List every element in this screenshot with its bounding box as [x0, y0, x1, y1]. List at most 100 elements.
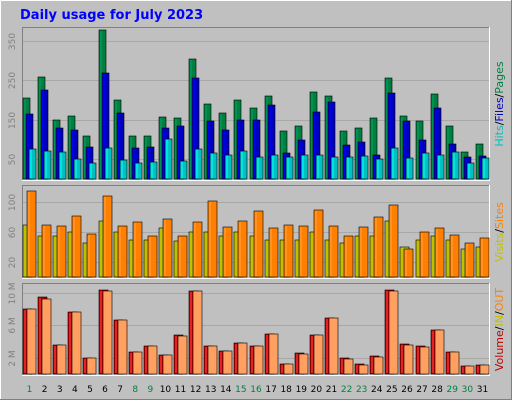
bar-hits-day-29	[451, 151, 460, 180]
bar-hits-day-24	[375, 158, 384, 180]
bar-out-day-17	[268, 333, 279, 375]
bar-highlight	[269, 106, 271, 178]
bar-hits-day-26	[405, 157, 414, 180]
bar-highlight	[205, 105, 207, 178]
bar-highlight	[417, 347, 419, 373]
bar-highlight	[100, 31, 102, 178]
bar-sites-day-21	[328, 225, 339, 278]
bar-highlight	[311, 336, 313, 373]
bar-highlight	[119, 321, 121, 373]
bar-highlight	[75, 160, 77, 178]
bar-highlight	[371, 357, 373, 373]
bar-highlight	[43, 226, 45, 276]
bar-out-day-13	[207, 345, 218, 375]
bar-highlight	[451, 353, 453, 373]
bar-highlight	[145, 137, 147, 178]
day-label-31: 31	[477, 385, 488, 395]
bar-highlight	[438, 156, 440, 178]
legend-item: Hits	[493, 125, 506, 147]
bar-highlight	[251, 237, 253, 276]
bar-hits-day-31	[481, 157, 490, 180]
bar-highlight	[375, 358, 377, 373]
bar-highlight	[341, 244, 343, 276]
bar-highlight	[311, 93, 313, 178]
day-label-28: 28	[431, 385, 443, 395]
bar-highlight	[404, 122, 406, 178]
legend-item: OUT	[493, 288, 506, 312]
bar-hits-day-9	[149, 161, 158, 180]
bar-highlight	[235, 233, 237, 276]
bar-highlight	[417, 122, 419, 178]
bar-sites-day-29	[449, 234, 460, 278]
bar-highlight	[84, 359, 86, 373]
bar-highlight	[315, 211, 317, 276]
bar-highlight	[224, 352, 226, 373]
day-label-16: 16	[250, 385, 262, 395]
bar-hits-day-14	[224, 154, 233, 180]
bar-highlight	[130, 353, 132, 373]
bar-highlight	[151, 163, 153, 178]
bar-hits-day-16	[255, 156, 264, 180]
day-label-14: 14	[220, 385, 232, 395]
bar-sites-day-7	[117, 225, 128, 278]
bar-highlight	[28, 192, 30, 276]
bar-hits-day-10	[164, 138, 173, 180]
bar-highlight	[149, 347, 151, 373]
y-tick-label: 50	[8, 154, 18, 166]
y-tick-label: 20	[8, 257, 18, 269]
panel-visits-sites: 20 60 100 Visits/Sites	[8, 185, 506, 279]
y-tick-label: 350	[8, 33, 18, 50]
bar-highlight	[386, 79, 388, 178]
bar-hits-day-25	[390, 147, 399, 180]
legend-item: Pages	[493, 61, 506, 94]
bar-highlight	[160, 229, 162, 276]
bar-highlight	[160, 356, 162, 373]
bar-sites-day-2	[41, 224, 52, 278]
day-label-6: 6	[102, 385, 108, 395]
bar-hits-day-8	[134, 162, 143, 180]
day-label-18: 18	[280, 385, 292, 395]
bar-highlight	[377, 160, 379, 178]
bar-highlight	[270, 229, 272, 276]
bar-out-day-23	[358, 364, 369, 375]
bar-highlight	[251, 347, 253, 373]
bar-highlight	[423, 154, 425, 178]
day-label-19: 19	[296, 385, 308, 395]
bar-highlight	[300, 227, 302, 276]
bar-highlight	[238, 121, 240, 178]
bar-highlight	[24, 99, 26, 178]
bar-highlight	[375, 218, 377, 276]
bar-highlight	[255, 347, 257, 373]
bar-highlight	[447, 127, 449, 178]
bar-highlight	[315, 336, 317, 373]
legend-visits-sites: Visits/Sites	[493, 202, 506, 262]
bar-sites-day-26	[403, 248, 414, 278]
bar-highlight	[390, 292, 392, 373]
day-label-15: 15	[235, 385, 246, 395]
bar-highlight	[163, 129, 165, 178]
bar-highlight	[407, 159, 409, 178]
bar-hits-day-15	[239, 150, 248, 180]
bar-highlight	[270, 335, 272, 373]
y-tick-label: 250	[8, 72, 18, 89]
bar-sites-day-20	[313, 209, 324, 278]
bar-sites-day-1	[26, 190, 37, 278]
bar-highlight	[148, 148, 150, 178]
bar-sites-day-5	[86, 233, 97, 278]
bar-out-day-22	[343, 358, 354, 375]
day-labels: 1 2 3 4 5 6 7 8 9 10 11 12 13 14 15 16 17 18 19 20 21 22 23 24 2…	[27, 385, 488, 395]
bar-highlight	[317, 156, 319, 178]
bar-hits-day-22	[345, 156, 354, 180]
bar-highlight	[181, 162, 183, 178]
bar-highlight	[417, 241, 419, 276]
bar-highlight	[130, 137, 132, 178]
bar-highlight	[477, 145, 479, 178]
legend-item: Visits	[493, 232, 506, 261]
chart-title: Daily usage for July 2023	[20, 8, 203, 23]
bar-highlight	[287, 158, 289, 178]
bar-highlight	[190, 60, 192, 178]
bar-sites-day-9	[147, 235, 158, 278]
bar-highlight	[420, 141, 422, 178]
bar-highlight	[347, 158, 349, 178]
